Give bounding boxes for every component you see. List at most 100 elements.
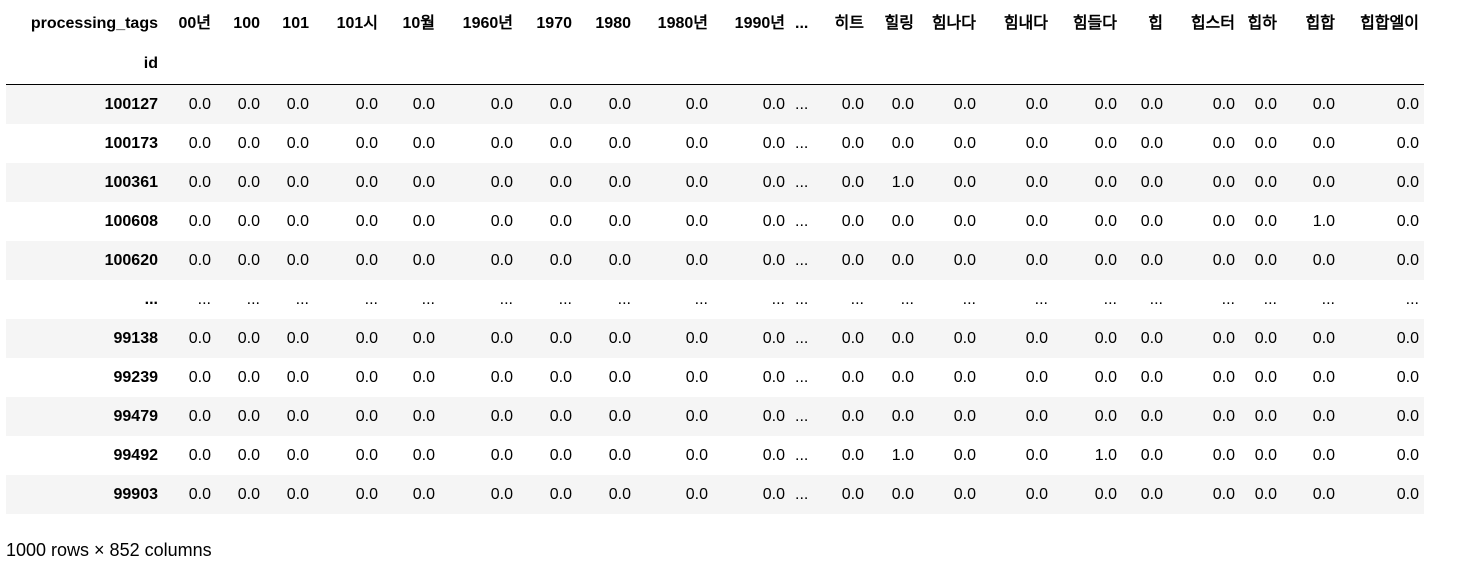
column-header: 10월 — [402, 15, 435, 32]
table-cell: 0.0 — [762, 408, 785, 425]
column-header: 1990년 — [734, 15, 785, 32]
table-cell: 0.0 — [188, 330, 211, 347]
table-cell: 0.0 — [685, 135, 708, 152]
table-cell: 0.0 — [286, 408, 309, 425]
table-cell: 0.0 — [237, 96, 260, 113]
table-cell: 0.0 — [608, 486, 631, 503]
index-label-spacer — [440, 44, 518, 85]
table-row: 99239 0.0 0.0 0.0 0.0 0.0 0.0 0.0 0.0 0.0 0.0... 0.… — [6, 358, 1424, 397]
table-cell: 0.0 — [1254, 213, 1277, 230]
table-cell: 0.0 — [549, 135, 572, 152]
row-index-cell: 99479 — [113, 408, 159, 425]
table-cell: 0.0 — [549, 96, 572, 113]
table-row: 100127 0.0 0.0 0.0 0.0 0.0 0.0 0.0 0.0 0.0 0.0... 0… — [6, 84, 1424, 124]
table-cell: 0.0 — [355, 174, 378, 191]
index-label-spacer — [1240, 44, 1282, 85]
row-index-cell: 100608 — [104, 213, 158, 230]
table-cell: 0.0 — [1094, 330, 1117, 347]
table-cell: 0.0 — [762, 213, 785, 230]
column-header: 힙스터 — [1190, 15, 1235, 32]
table-cell: 0.0 — [1094, 408, 1117, 425]
index-label-spacer — [817, 44, 869, 85]
table-cell: 0.0 — [608, 369, 631, 386]
table-cell: 0.0 — [1312, 174, 1335, 191]
table-cell: 0.0 — [412, 330, 435, 347]
table-cell: 0.0 — [1212, 447, 1235, 464]
table-cell: ... — [364, 291, 378, 308]
table-cell: 0.0 — [1025, 174, 1048, 191]
table-cell: 0.0 — [608, 330, 631, 347]
index-label-spacer — [1168, 44, 1240, 85]
table-cell: 0.0 — [188, 252, 211, 269]
table-cell: 0.0 — [953, 135, 976, 152]
table-cell: 0.0 — [1212, 486, 1235, 503]
table-cell-ellipsis: ... — [795, 174, 809, 191]
table-cell: 0.0 — [1312, 252, 1335, 269]
table-cell: 0.0 — [188, 369, 211, 386]
table-cell-ellipsis: ... — [795, 486, 809, 503]
column-header: 00년 — [178, 15, 211, 32]
table-cell: 0.0 — [1254, 96, 1277, 113]
column-header-row: processing_tags 00년 100 101 101시 10월 1960년 197… — [6, 4, 1424, 44]
table-cell: 0.0 — [1140, 174, 1163, 191]
table-cell: 0.0 — [237, 252, 260, 269]
column-header: 101시 — [336, 15, 378, 32]
table-cell: 0.0 — [1025, 252, 1048, 269]
table-cell: 0.0 — [188, 408, 211, 425]
table-cell: 0.0 — [237, 408, 260, 425]
table-cell: 0.0 — [1254, 408, 1277, 425]
table-cell: 0.0 — [762, 369, 785, 386]
table-cell: 0.0 — [237, 135, 260, 152]
table-cell: 0.0 — [1312, 408, 1335, 425]
table-row: 100173 0.0 0.0 0.0 0.0 0.0 0.0 0.0 0.0 0.0 0.0... 0… — [6, 124, 1424, 163]
table-cell: 0.0 — [1212, 330, 1235, 347]
table-cell: 0.0 — [490, 96, 513, 113]
table-cell: 0.0 — [762, 486, 785, 503]
table-cell: 0.0 — [891, 369, 914, 386]
table-cell: 0.0 — [412, 447, 435, 464]
index-label-spacer — [265, 44, 314, 85]
table-cell: 0.0 — [841, 174, 864, 191]
column-header: 힘나다 — [931, 15, 976, 32]
table-cell: 0.0 — [953, 252, 976, 269]
dataframe-table: processing_tags 00년 100 101 101시 10월 1960년 197… — [6, 4, 1424, 514]
table-cell: 1.0 — [1094, 447, 1117, 464]
table-cell: 0.0 — [685, 252, 708, 269]
index-label-spacer — [518, 44, 577, 85]
table-cell: 0.0 — [286, 96, 309, 113]
table-cell: 0.0 — [891, 408, 914, 425]
table-cell: 0.0 — [891, 135, 914, 152]
table-cell: 0.0 — [549, 486, 572, 503]
table-cell: 0.0 — [188, 486, 211, 503]
table-cell: 0.0 — [412, 135, 435, 152]
table-cell: 0.0 — [953, 408, 976, 425]
table-cell: 0.0 — [762, 174, 785, 191]
table-cell: 0.0 — [1094, 135, 1117, 152]
table-cell-ellipsis: ... — [795, 213, 809, 230]
table-cell: 0.0 — [490, 135, 513, 152]
index-label-row: id — [6, 44, 1424, 85]
table-cell: ... — [1221, 291, 1235, 308]
index-label-spacer — [713, 44, 790, 85]
table-cell: ... — [197, 291, 211, 308]
table-cell: 0.0 — [953, 96, 976, 113]
table-cell: ... — [246, 291, 260, 308]
table-cell: 0.0 — [1212, 174, 1235, 191]
table-cell: 0.0 — [685, 369, 708, 386]
table-cell: 0.0 — [237, 213, 260, 230]
table-cell: ... — [421, 291, 435, 308]
table-cell: 0.0 — [237, 174, 260, 191]
table-cell: 0.0 — [841, 135, 864, 152]
table-cell: 0.0 — [549, 330, 572, 347]
table-cell: 0.0 — [355, 252, 378, 269]
table-cell: 0.0 — [412, 252, 435, 269]
table-cell: 0.0 — [286, 213, 309, 230]
table-cell: 0.0 — [1025, 330, 1048, 347]
table-cell: ... — [499, 291, 513, 308]
table-cell: 0.0 — [1140, 369, 1163, 386]
table-header: processing_tags 00년 100 101 101시 10월 1960년 197… — [6, 4, 1424, 85]
table-cell-ellipsis: ... — [795, 408, 809, 425]
column-header-ellipsis: ... — [795, 15, 809, 32]
table-cell: 0.0 — [953, 330, 976, 347]
table-cell: 0.0 — [1396, 135, 1419, 152]
